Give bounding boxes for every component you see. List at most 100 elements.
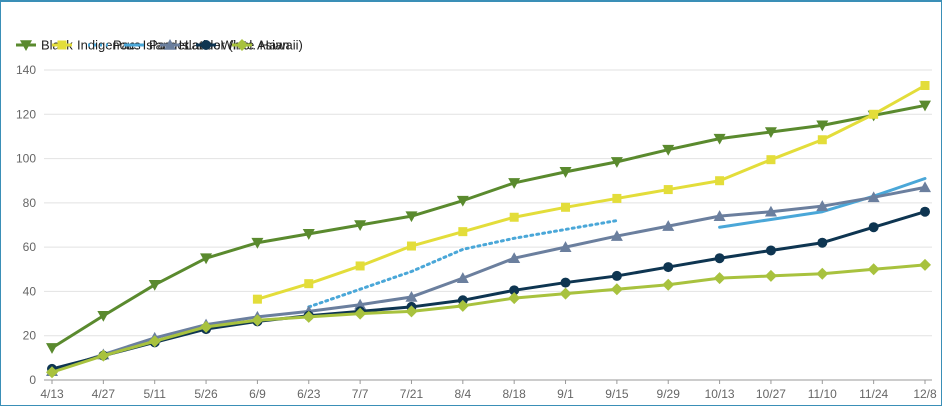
data-point-asian [867, 263, 880, 276]
data-point-indigenous [304, 279, 314, 289]
data-point-asian [713, 272, 726, 285]
x-tick-label: 11/10 [808, 387, 837, 401]
legend-item-pac-islander-incl-hawaii: Pac. Islander (incl. Hawaii) [124, 38, 303, 53]
data-point-latino [559, 241, 572, 252]
legend-label-asian: Asian [257, 38, 290, 53]
data-point-indigenous [355, 261, 365, 271]
data-point-indigenous [715, 176, 725, 186]
legend-label-indigenous: Indigenous [77, 38, 141, 53]
data-point-black [456, 195, 469, 207]
data-point-black [46, 343, 58, 354]
data-point-asian [559, 287, 572, 300]
data-point-black [251, 237, 264, 249]
data-point-asian [816, 267, 829, 280]
data-point-asian [200, 320, 213, 333]
data-point-indigenous [406, 241, 416, 251]
data-point-asian [148, 335, 161, 348]
data-point-white [765, 245, 776, 256]
series-asian [46, 258, 931, 379]
data-point-black [148, 279, 161, 291]
series-line-black [50, 103, 927, 350]
x-tick-label: 9/29 [657, 387, 681, 401]
data-point-indigenous [817, 135, 827, 145]
series-black [46, 100, 931, 354]
data-point-latino [354, 298, 367, 310]
y-tick-label: 40 [23, 284, 37, 298]
legend-label-pac-islander-incl-hawaii: Pac. Islander (incl. Hawaii) [149, 38, 303, 53]
data-point-white [714, 253, 725, 264]
data-point-latino [662, 220, 675, 231]
data-point-black [713, 133, 726, 145]
data-point-asian [456, 299, 469, 312]
series-pac-islander-incl-hawaii [718, 177, 927, 229]
data-point-asian [919, 258, 931, 271]
legend-marker-black [20, 40, 32, 51]
data-point-white [560, 277, 571, 288]
data-point-latino [919, 181, 931, 193]
data-point-white [611, 270, 622, 281]
data-point-asian [610, 283, 623, 296]
data-point-asian [46, 366, 58, 379]
x-tick-label: 11/24 [859, 387, 888, 401]
data-point-black [97, 310, 110, 322]
data-point-black [354, 220, 367, 231]
x-tick-label: 8/4 [454, 387, 471, 401]
data-point-asian [405, 305, 418, 318]
data-point-black [559, 167, 572, 178]
legend-item-asian: Asian [232, 38, 290, 53]
data-point-black [919, 100, 931, 112]
series-line-pac-islander [307, 219, 619, 309]
data-point-indigenous [509, 212, 519, 222]
x-tick-label: 7/7 [352, 387, 369, 401]
data-point-indigenous [561, 202, 571, 212]
data-point-indigenous [663, 185, 673, 195]
series-line-indigenous [255, 84, 927, 301]
data-point-latino [816, 200, 829, 211]
legend-marker-indigenous [57, 40, 67, 50]
x-tick-label: 8/18 [502, 387, 526, 401]
data-point-indigenous [766, 155, 776, 165]
x-tick-label: 7/21 [400, 387, 424, 401]
data-point-black [662, 144, 675, 156]
x-tick-label: 9/15 [605, 387, 629, 401]
legend-item-indigenous: Indigenous [52, 38, 141, 53]
data-point-black [508, 178, 521, 189]
data-point-indigenous [920, 81, 930, 90]
data-point-black [610, 157, 623, 168]
x-tick-label: 10/27 [756, 387, 786, 401]
x-tick-label: 10/13 [705, 387, 735, 401]
data-point-indigenous [252, 294, 262, 304]
series-latino [46, 181, 931, 376]
y-tick-label: 0 [29, 373, 36, 387]
x-tick-label: 4/27 [92, 387, 116, 401]
y-tick-label: 20 [23, 329, 37, 343]
data-point-latino [508, 252, 521, 264]
data-point-black [200, 253, 213, 265]
legend-marker-latino [164, 39, 176, 50]
y-tick-label: 120 [16, 107, 36, 121]
data-point-asian [97, 349, 110, 362]
data-point-asian [764, 269, 777, 282]
data-point-indigenous [612, 193, 622, 203]
x-tick-label: 6/23 [297, 387, 321, 401]
data-point-indigenous [869, 109, 879, 119]
y-tick-label: 80 [23, 196, 37, 210]
data-point-latino [405, 290, 418, 302]
data-point-latino [456, 272, 469, 283]
x-tick-label: 5/11 [143, 387, 166, 401]
legend-marker-asian [236, 39, 248, 51]
data-point-asian [354, 307, 367, 320]
legend-marker-white [201, 40, 211, 50]
x-tick-label: 4/13 [40, 387, 64, 401]
series-white [47, 206, 930, 374]
data-point-black [764, 127, 777, 138]
data-point-asian [302, 310, 315, 323]
data-point-white [817, 237, 828, 248]
data-point-asian [251, 314, 264, 327]
y-tick-label: 100 [16, 152, 36, 166]
series-line-pac-islander-incl-hawaii [718, 177, 927, 229]
data-point-black [405, 211, 418, 223]
